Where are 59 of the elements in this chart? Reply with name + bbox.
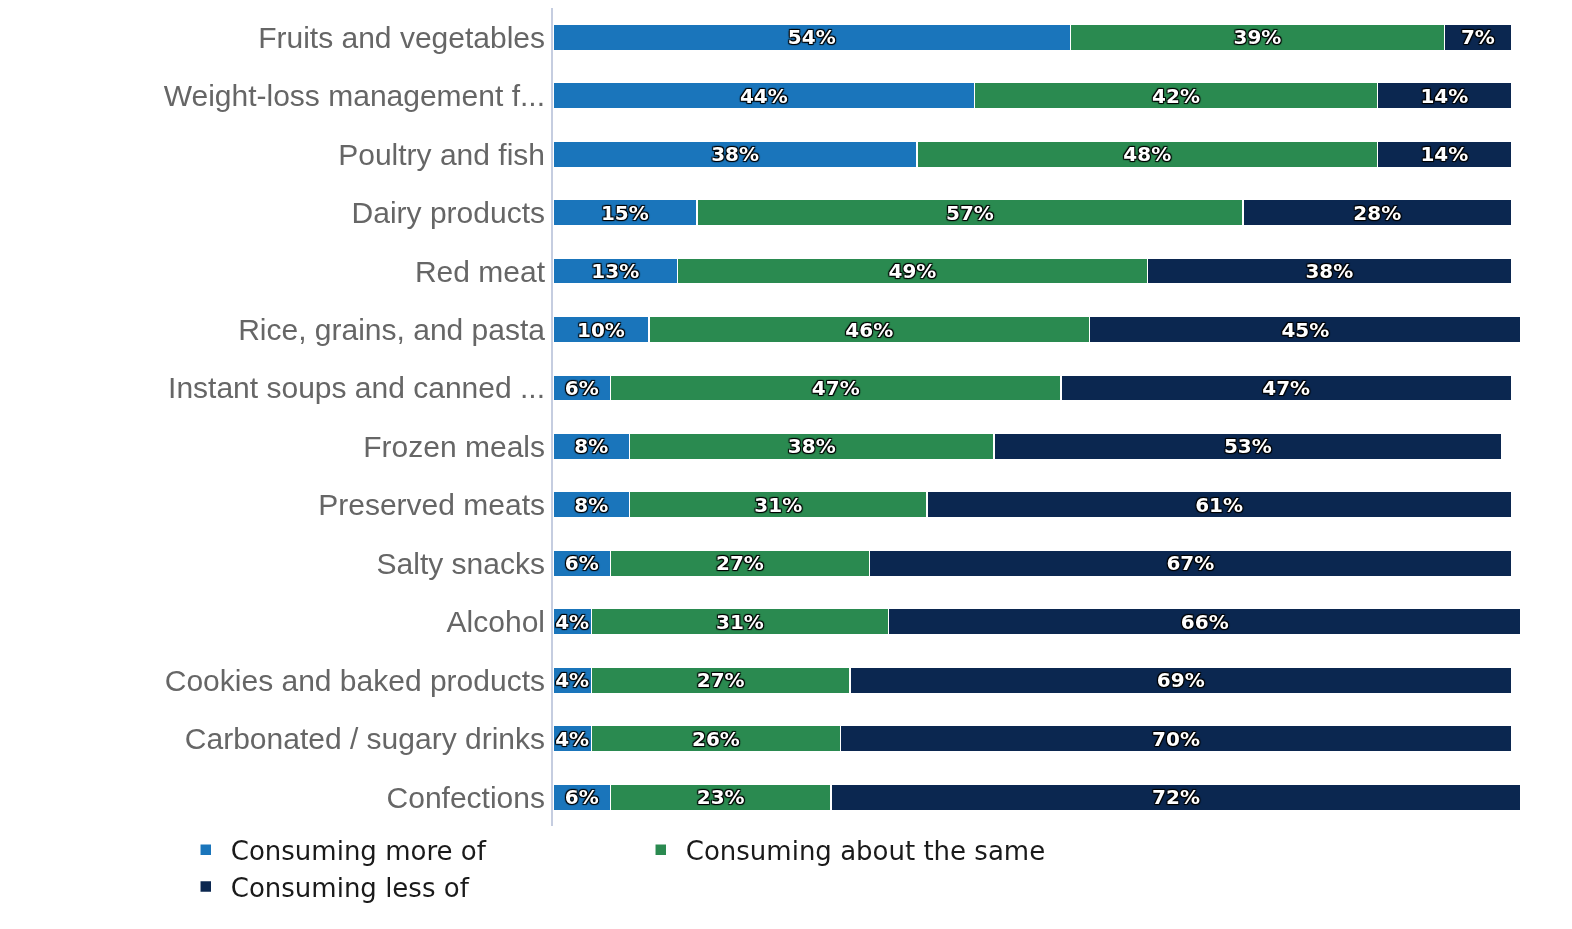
data-label: 15% — [600, 200, 649, 225]
data-label: 10% — [576, 317, 625, 342]
data-label: 42% — [1152, 83, 1200, 108]
data-label: 46% — [845, 317, 894, 342]
data-label: 48% — [1123, 142, 1172, 167]
legend-label: Consuming about the same — [685, 835, 1046, 866]
data-label: 39% — [1233, 25, 1282, 50]
data-label: 47% — [1262, 375, 1311, 400]
data-label: 6% — [564, 375, 599, 400]
data-label: 44% — [739, 83, 788, 108]
legend-label: Consuming more of — [230, 835, 487, 866]
data-label: 26% — [692, 726, 740, 751]
y-tick-label: Poultry and fish — [338, 137, 545, 171]
data-label: 6% — [564, 551, 599, 576]
data-label: 61% — [1195, 492, 1244, 517]
y-tick-label: Instant soups and canned ... — [168, 371, 545, 405]
data-label: 38% — [711, 142, 760, 167]
data-label: 69% — [1156, 668, 1205, 693]
data-label: 27% — [696, 668, 745, 693]
y-tick-label: Dairy products — [351, 196, 545, 230]
data-label: 14% — [1420, 142, 1469, 167]
data-label: 13% — [591, 259, 640, 284]
y-tick-label: Carbonated / sugary drinks — [184, 722, 545, 756]
y-tick-label: Rice, grains, and pasta — [238, 313, 546, 347]
data-label: 57% — [946, 200, 994, 225]
data-label: 67% — [1166, 551, 1215, 576]
data-label: 70% — [1152, 726, 1200, 751]
data-label: 4% — [555, 726, 590, 751]
data-label: 72% — [1152, 785, 1200, 810]
data-label: 66% — [1180, 609, 1229, 634]
data-label: 8% — [574, 434, 609, 459]
legend-label: Consuming less of — [230, 872, 470, 903]
data-label: 38% — [787, 434, 836, 459]
data-label: 28% — [1353, 200, 1402, 225]
data-label: 23% — [696, 785, 745, 810]
data-label: 7% — [1460, 25, 1495, 50]
data-label: 4% — [555, 668, 590, 693]
y-tick-label: Salty snacks — [376, 546, 545, 580]
y-tick-label: Alcohol — [446, 605, 545, 639]
y-tick-label: Red meat — [414, 254, 546, 288]
y-tick-label: Frozen meals — [363, 429, 545, 463]
data-label: 38% — [1305, 259, 1354, 284]
data-label: 53% — [1223, 434, 1272, 459]
y-tick-label: Cookies and baked products — [164, 663, 545, 697]
y-tick-label: Weight-loss management f... — [163, 79, 545, 113]
data-label: 45% — [1281, 317, 1330, 342]
y-tick-label: Fruits and vegetables — [258, 20, 545, 54]
y-tick-label: Confections — [386, 780, 545, 814]
data-label: 14% — [1420, 83, 1469, 108]
data-label: 6% — [564, 785, 599, 810]
data-label: 54% — [787, 25, 836, 50]
data-label: 27% — [715, 551, 764, 576]
y-tick-label: Preserved meats — [318, 488, 545, 522]
data-label: 31% — [754, 492, 803, 517]
data-label: 8% — [574, 492, 609, 517]
data-label: 31% — [715, 609, 764, 634]
data-label: 47% — [811, 375, 860, 400]
data-label: 4% — [555, 609, 590, 634]
data-label: 49% — [888, 259, 937, 284]
